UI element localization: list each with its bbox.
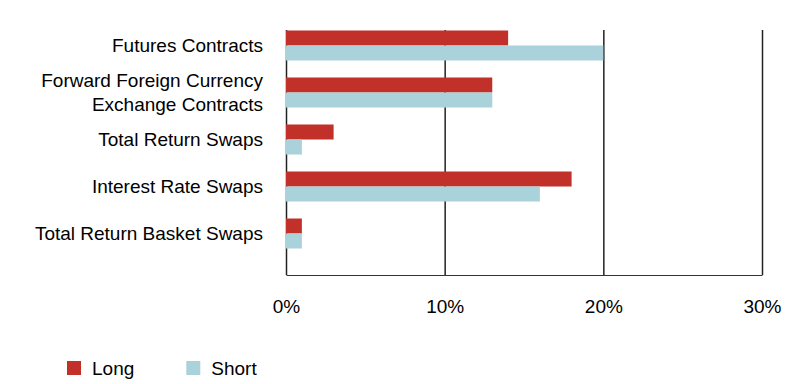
y-tick-label: Forward Foreign CurrencyExchange Contrac… bbox=[41, 70, 263, 115]
bar bbox=[286, 46, 603, 61]
legend-label: Long bbox=[92, 358, 134, 379]
legend: Long Short bbox=[67, 358, 257, 379]
bar bbox=[286, 219, 302, 234]
bar bbox=[286, 125, 334, 140]
bar bbox=[286, 172, 572, 187]
x-tick: 30% bbox=[743, 30, 781, 317]
bar bbox=[286, 140, 302, 155]
x-tick: 20% bbox=[585, 30, 623, 317]
x-tick-label: 20% bbox=[585, 296, 623, 317]
bar bbox=[286, 187, 540, 202]
legend-swatch bbox=[67, 361, 81, 375]
bar bbox=[286, 234, 302, 249]
chart: 0% 10% 20% 30% Futures Contracts Forward Fore… bbox=[0, 0, 804, 384]
x-axis: 0% 10% 20% 30% bbox=[273, 30, 782, 317]
x-tick-label: 0% bbox=[273, 296, 301, 317]
x-axis-line bbox=[287, 275, 763, 276]
grid-line bbox=[762, 30, 764, 275]
legend-label: Short bbox=[211, 358, 257, 379]
grid-line bbox=[603, 30, 605, 275]
y-tick-label: Total Return Basket Swaps bbox=[35, 223, 263, 244]
y-tick-label: Futures Contracts bbox=[112, 35, 263, 56]
legend-swatch bbox=[186, 361, 200, 375]
y-tick-label: Total Return Swaps bbox=[98, 129, 263, 150]
legend-item: Short bbox=[186, 358, 257, 379]
bar bbox=[286, 31, 508, 46]
bar bbox=[286, 78, 492, 93]
x-tick-label: 10% bbox=[426, 296, 464, 317]
x-tick-label: 30% bbox=[743, 296, 781, 317]
y-tick-label: Interest Rate Swaps bbox=[92, 176, 263, 197]
legend-item: Long bbox=[67, 358, 134, 379]
bars bbox=[286, 31, 603, 249]
y-axis: Futures Contracts Forward Foreign Currenc… bbox=[35, 35, 264, 244]
bar bbox=[286, 93, 492, 108]
grid-line bbox=[444, 30, 446, 275]
